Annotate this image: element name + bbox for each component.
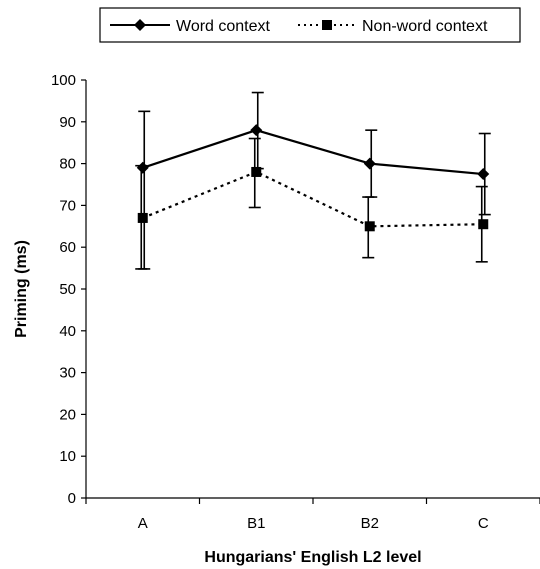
legend-label-word-context: Word context bbox=[176, 18, 271, 35]
y-tick-label: 0 bbox=[68, 490, 76, 507]
data-point-diamond bbox=[250, 124, 263, 137]
legend-item-word-context: Word context bbox=[110, 18, 271, 35]
data-point-square bbox=[478, 219, 489, 230]
x-tick-label: B2 bbox=[361, 515, 379, 532]
y-tick-label: 80 bbox=[59, 156, 76, 173]
series-line bbox=[142, 129, 484, 176]
data-point-square bbox=[137, 212, 148, 223]
x-axis-title: Hungarians' English L2 level bbox=[204, 549, 421, 566]
x-ticks: A B1 B2 C bbox=[85, 498, 540, 532]
y-tick-label: 100 bbox=[51, 72, 76, 89]
legend-diamond-marker bbox=[134, 19, 146, 31]
series-layer bbox=[135, 91, 491, 270]
y-tick-label: 90 bbox=[59, 114, 76, 131]
y-ticks: 0 10 20 30 40 50 60 70 80 90 100 bbox=[51, 72, 86, 507]
legend-label-non-word-context: Non-word context bbox=[362, 18, 488, 35]
legend: Word context Non-word context bbox=[99, 7, 521, 43]
y-tick-label: 50 bbox=[59, 281, 76, 298]
y-tick-label: 70 bbox=[59, 197, 76, 214]
x-tick-label: C bbox=[478, 515, 489, 532]
data-point-diamond bbox=[477, 168, 490, 181]
data-point-diamond bbox=[363, 157, 376, 170]
series-non-word-context bbox=[135, 137, 489, 270]
data-point-diamond bbox=[136, 161, 149, 174]
x-tick-label: B1 bbox=[247, 515, 265, 532]
y-tick-label: 30 bbox=[59, 365, 76, 382]
y-axis-title: Priming (ms) bbox=[13, 240, 30, 338]
x-tick-label: A bbox=[138, 515, 148, 532]
y-tick-label: 10 bbox=[59, 448, 76, 465]
y-tick-label: 60 bbox=[59, 239, 76, 256]
y-tick-label: 40 bbox=[59, 323, 76, 340]
series-line bbox=[142, 170, 484, 228]
legend-square-marker bbox=[322, 20, 332, 30]
axes bbox=[85, 80, 540, 499]
legend-item-non-word-context: Non-word context bbox=[298, 18, 488, 35]
y-tick-label: 20 bbox=[59, 406, 76, 423]
data-point-square bbox=[251, 166, 262, 177]
data-point-square bbox=[364, 221, 375, 232]
series-word-context bbox=[136, 91, 491, 270]
